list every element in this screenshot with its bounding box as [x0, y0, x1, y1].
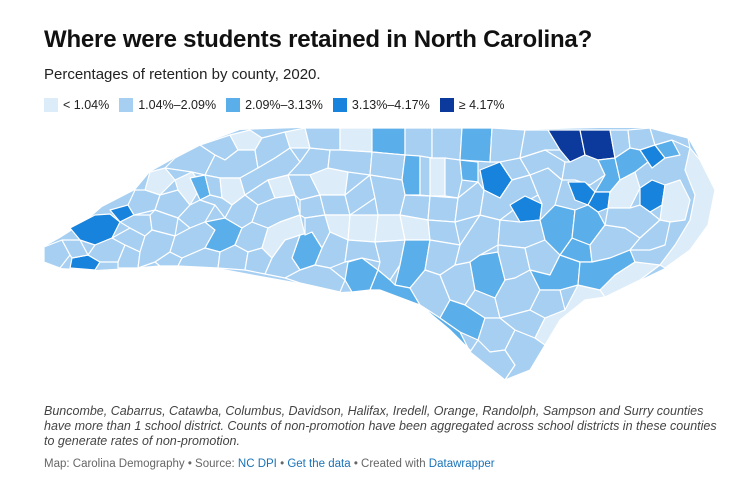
county[interactable]: [404, 127, 433, 159]
separator: •: [280, 458, 285, 470]
county[interactable]: [61, 239, 89, 259]
county[interactable]: [69, 213, 121, 246]
created-prefix: • Created with: [353, 458, 426, 470]
chart-title: Where were students retained in North Ca…: [44, 26, 593, 53]
county[interactable]: [43, 239, 71, 269]
legend-swatch-3: [226, 98, 241, 112]
chart-footer: Map: Carolina Demography • Source: NC DP…: [44, 458, 495, 470]
county[interactable]: [629, 219, 671, 251]
county[interactable]: [519, 129, 561, 159]
county[interactable]: [454, 181, 485, 223]
counties[interactable]: [43, 127, 716, 381]
legend-label-2: 1.04%–2.09%: [138, 98, 217, 112]
legend: < 1.04% 1.04%–2.09% 2.09%–3.13% 3.13%–4.…: [44, 98, 515, 112]
county[interactable]: [429, 157, 446, 197]
county[interactable]: [459, 159, 479, 183]
county[interactable]: [427, 195, 459, 223]
county[interactable]: [369, 269, 421, 306]
county[interactable]: [309, 167, 349, 196]
county[interactable]: [534, 284, 606, 346]
chart-subtitle: Percentages of retention by county, 2020…: [44, 66, 321, 83]
legend-label-5: ≥ 4.17%: [458, 98, 505, 112]
legend-label-3: 2.09%–3.13%: [245, 98, 323, 112]
legend-label-1: < 1.04%: [63, 98, 110, 112]
datawrapper-link[interactable]: Datawrapper: [428, 458, 495, 470]
source-prefix: • Source:: [187, 458, 235, 470]
county[interactable]: [649, 127, 691, 149]
legend-swatch-4: [332, 98, 347, 112]
get-data-link[interactable]: Get the data: [287, 458, 351, 470]
map-credit: Map: Carolina Demography: [44, 458, 185, 470]
county[interactable]: [144, 167, 176, 196]
legend-item-2: 1.04%–2.09%: [119, 98, 216, 112]
legend-item-3: 2.09%–3.13%: [226, 98, 323, 112]
legend-item-4: 3.13%–4.17%: [332, 98, 430, 112]
county[interactable]: [347, 214, 379, 243]
county[interactable]: [659, 147, 716, 269]
county[interactable]: [304, 127, 341, 151]
county[interactable]: [444, 157, 463, 199]
county[interactable]: [149, 209, 179, 237]
legend-swatch-5: [439, 98, 454, 112]
county[interactable]: [604, 204, 661, 239]
legend-label-4: 3.13%–4.17%: [351, 98, 430, 112]
county[interactable]: [431, 127, 463, 161]
source-link[interactable]: NC DPI: [237, 458, 277, 470]
chart-notes: Buncombe, Cabarrus, Catawba, Columbus, D…: [44, 404, 717, 448]
legend-item-1: < 1.04%: [44, 98, 109, 112]
county[interactable]: [459, 127, 493, 163]
county[interactable]: [529, 289, 566, 319]
county[interactable]: [339, 127, 373, 153]
county[interactable]: [659, 179, 691, 223]
county[interactable]: [401, 154, 421, 196]
county[interactable]: [284, 264, 346, 293]
legend-swatch-1: [44, 98, 58, 112]
north-carolina-county-map[interactable]: [0, 118, 750, 400]
county[interactable]: [371, 127, 406, 156]
county[interactable]: [117, 244, 141, 269]
legend-swatch-2: [119, 98, 134, 112]
county[interactable]: [264, 234, 301, 279]
legend-item-5: ≥ 4.17%: [439, 98, 505, 112]
